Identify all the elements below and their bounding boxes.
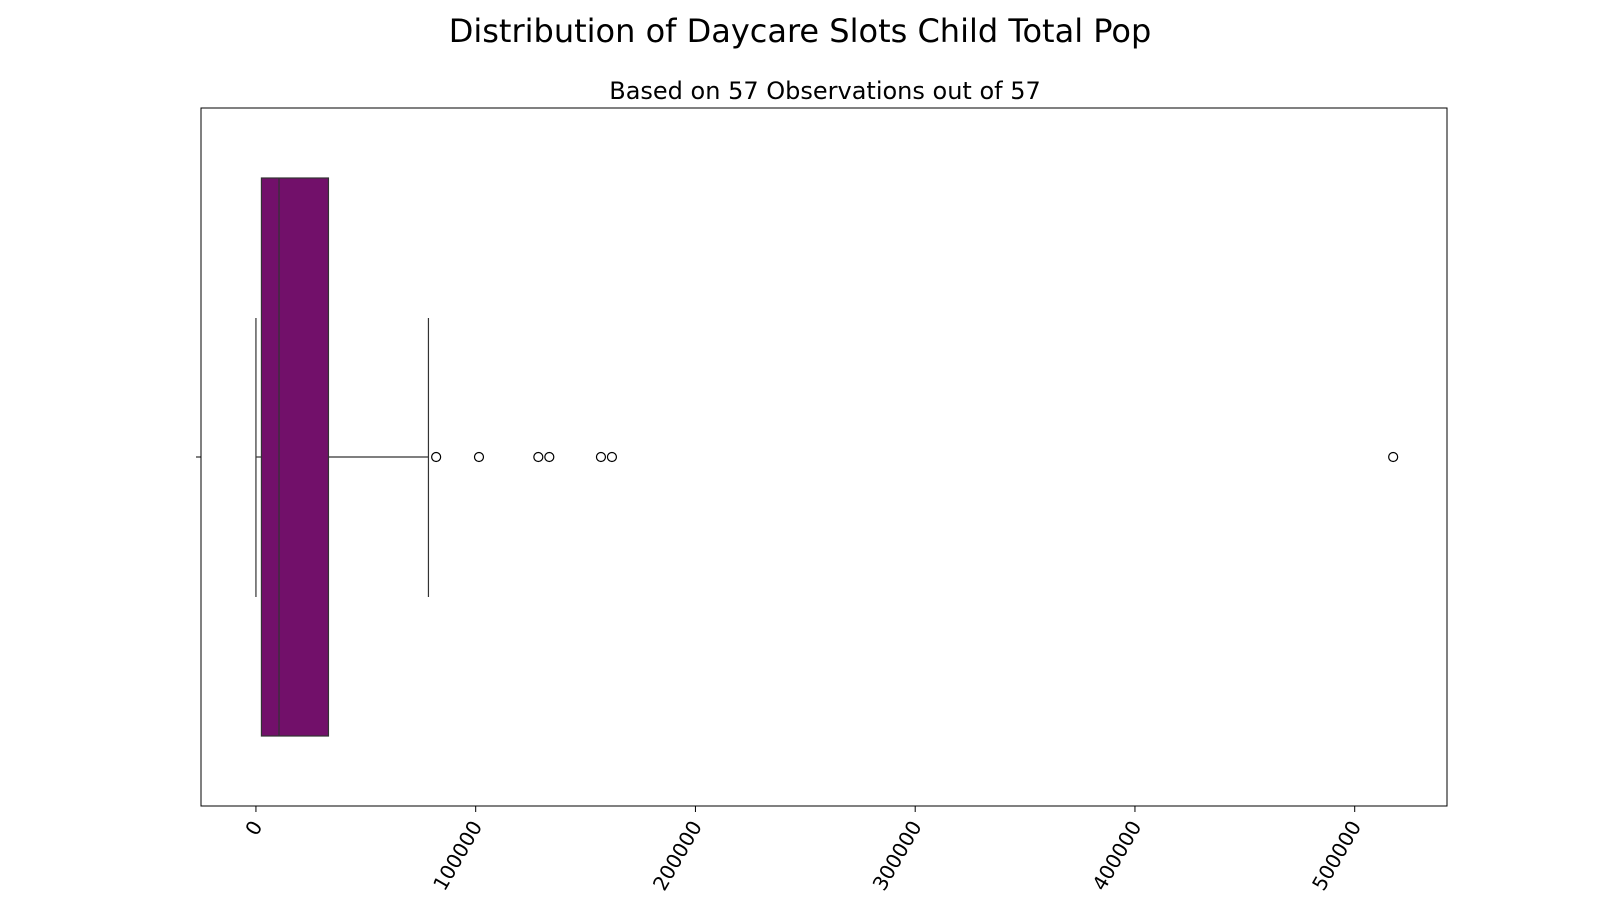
outlier-point — [431, 451, 442, 463]
outlier-point — [606, 451, 618, 463]
x-tick-label: 300000 — [868, 817, 927, 895]
outlier-point — [533, 451, 544, 463]
x-axis: 0 100000 200000 300000 400000 500000 — [196, 456, 1366, 895]
chart-title: Distribution of Daycare Slots Child Tota… — [448, 12, 1152, 50]
x-tick-label: 100000 — [428, 817, 487, 895]
outlier-point — [544, 451, 555, 463]
outlier-point — [473, 451, 485, 463]
box-plot-marks — [255, 177, 1399, 737]
x-tick-label: 400000 — [1087, 817, 1146, 895]
x-tick-label: 500000 — [1307, 817, 1366, 895]
x-tick-label: 200000 — [648, 817, 707, 895]
box-iqr — [260, 177, 330, 737]
outlier-point — [1388, 451, 1399, 463]
chart-subtitle: Based on 57 Observations out of 57 — [609, 77, 1041, 105]
outlier-point — [595, 451, 607, 463]
x-tick-label: 0 — [240, 817, 267, 840]
